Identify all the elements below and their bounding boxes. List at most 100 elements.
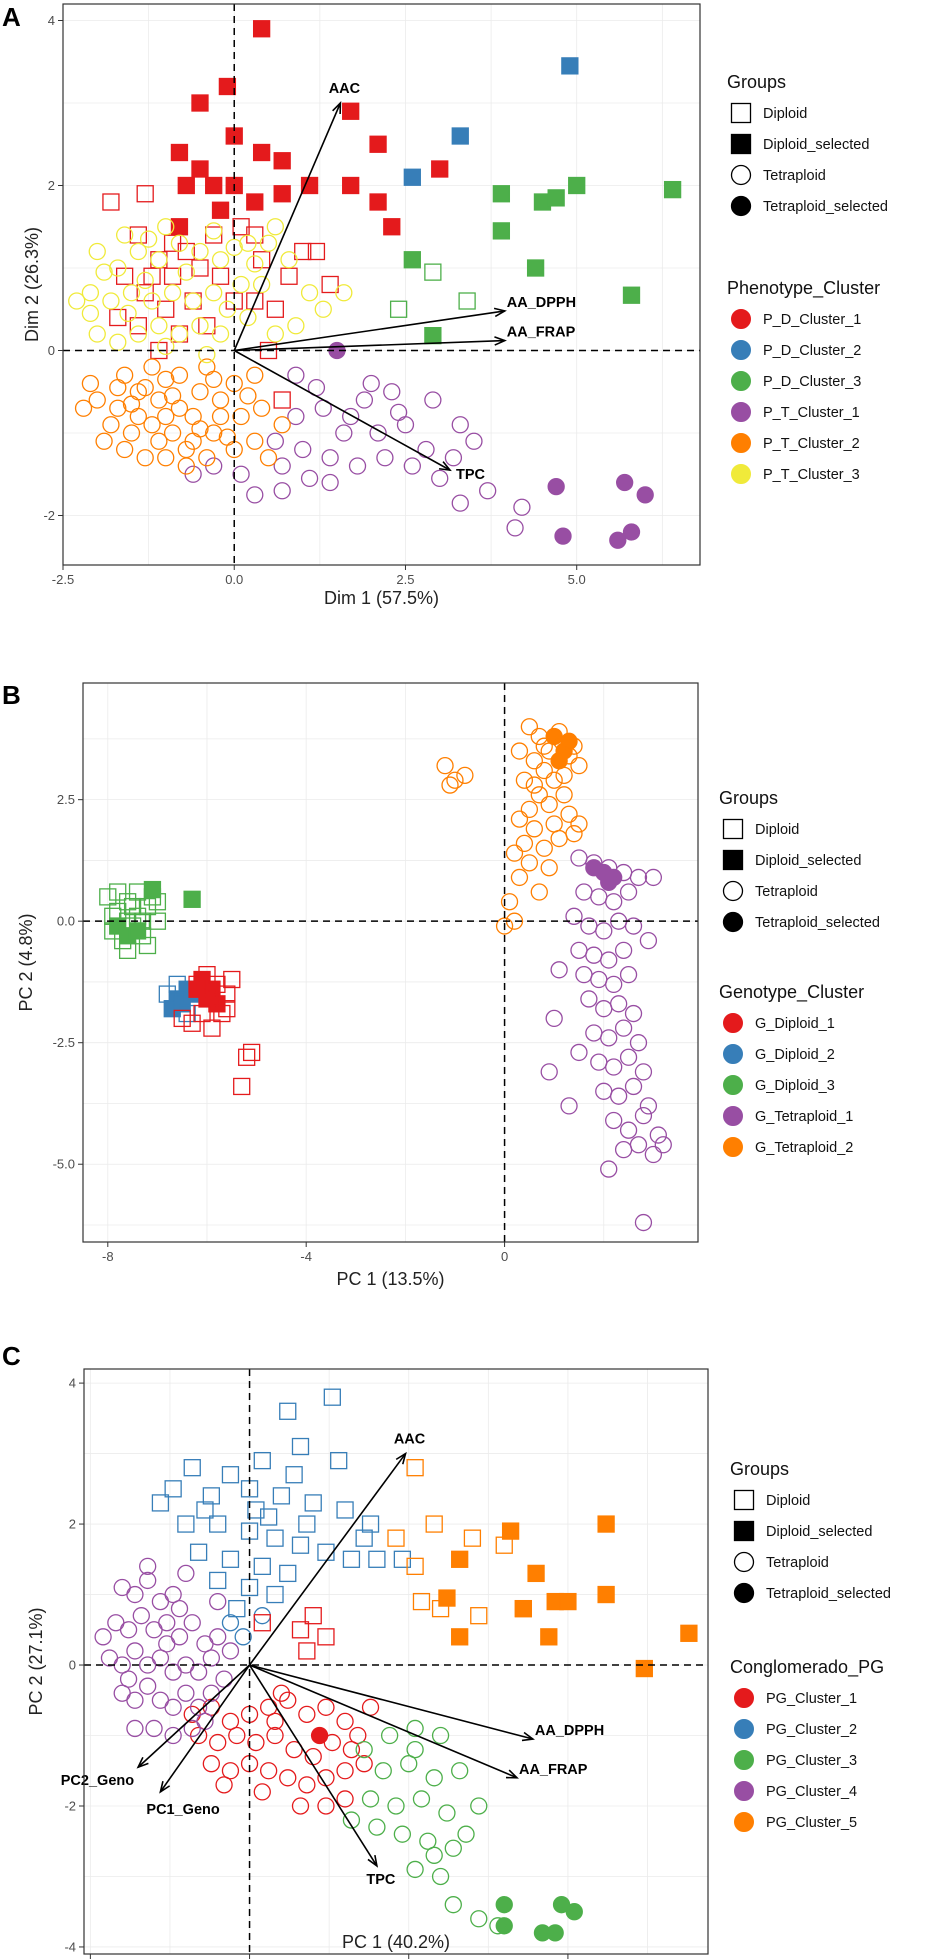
panel-c-data-point [406, 1557, 424, 1575]
panel-b-x-axis-title: PC 1 (13.5%) [336, 1269, 444, 1289]
panel-a-data-point [177, 440, 195, 459]
panel-c-data-point [221, 1712, 240, 1731]
panel-c-vector-aac-arrow [248, 1453, 407, 1666]
panel-b-data-point [158, 985, 176, 1003]
panel-a-groups-legend-title: Groups [727, 72, 786, 92]
panel-a-data-point [280, 251, 298, 269]
panel-a-data-point [609, 531, 627, 549]
panel-c-data-point [336, 1762, 354, 1780]
panel-b-data-point [600, 1160, 618, 1178]
panel-b-cluster-legend-label: G_Diploid_1 [755, 1016, 835, 1032]
panel-b-data-point [168, 975, 186, 994]
panel-c-data-point [457, 1825, 475, 1843]
panel-a-data-point [252, 143, 271, 162]
panel-a-data-point [622, 286, 641, 304]
panel-c-data-point [431, 1867, 450, 1886]
panel-a-data-point [252, 399, 271, 417]
panel-b-data-point [495, 917, 514, 935]
panel-a-data-point [451, 494, 469, 512]
panel-a-groups-legend-label: Tetraploid_selected [763, 199, 888, 215]
panel-c-data-point [196, 1501, 214, 1519]
panel-b-data-point [178, 1004, 196, 1023]
panel-c-vector-label-pc2-geno: PC2_Geno [61, 1773, 134, 1789]
panel-c-y-tick-label: -2 [64, 1798, 76, 1813]
panel-b-data-point [619, 966, 638, 984]
panel-a-data-point [225, 238, 243, 257]
panel-b-data-point [193, 1004, 211, 1023]
panel-a-data-point [239, 308, 257, 327]
panel-a-data-point [314, 300, 332, 318]
panel-b-groups-legend-key [722, 911, 744, 933]
panel-a-data-point [616, 473, 634, 492]
panel-a-data-point [547, 477, 565, 496]
panel-b-data-point [570, 1043, 588, 1062]
panel-a-cluster-legend-label: P_D_Cluster_2 [763, 343, 861, 359]
panel-c-data-point [412, 1592, 431, 1611]
panel-c-data-point [387, 1529, 405, 1547]
panel-c-data-point [177, 1515, 195, 1533]
panel-c-data-point [355, 1740, 373, 1759]
panel-c-data-point [266, 1585, 284, 1604]
panel-b-data-point [565, 825, 583, 843]
panel-c-data-point [387, 1797, 405, 1815]
panel-b-groups-legend-label: Tetraploid_selected [755, 915, 880, 931]
panel-b-data-point [218, 985, 236, 1003]
panel-a-data-point [321, 473, 339, 492]
panel-b-cluster-legend-title: Genotype_Cluster [719, 982, 864, 1003]
panel-a-vector-arrowhead [493, 307, 507, 318]
panel-c-vector-label-aac: AAC [394, 1432, 426, 1448]
panel-c-data-point [228, 1599, 246, 1618]
panel-a-y-axis-title: Dim 2 (26.3%) [22, 227, 42, 342]
panel-a-y-tick-label: 4 [48, 13, 55, 28]
panel-c-groups-legend-label: Tetraploid [766, 1555, 829, 1571]
panel-c-groups-legend-key [733, 1551, 755, 1573]
panel-c-data-point [151, 1494, 170, 1512]
panel-a-data-point [129, 317, 147, 335]
panel-a-data-point [266, 218, 284, 236]
panel-a-data-point [109, 378, 127, 397]
panel-b-data-point [595, 922, 613, 940]
panel-b-cluster-legend-key [723, 1044, 743, 1064]
panel-a-plot-border [62, 3, 701, 566]
panel-b-data-point [118, 893, 137, 911]
panel-a-vector-aac-arrow [233, 102, 342, 351]
panel-a-data-point [444, 449, 463, 467]
panel-c-data-point [119, 1621, 138, 1639]
panel-a-vector-arrowhead [438, 461, 452, 472]
panel-a-data-point [136, 378, 154, 397]
panel-a-data-point [266, 300, 284, 318]
panel-b-data-point [629, 868, 648, 887]
panel-a-data-point [205, 284, 223, 302]
panel-b-groups-legend-key [722, 849, 744, 871]
panel-c-cluster-legend-label: PG_Cluster_4 [766, 1784, 857, 1800]
panel-b-x-tick-label: -8 [102, 1249, 114, 1264]
panel-a-data-point [663, 180, 682, 199]
panel-a-data-point [424, 391, 442, 409]
panel-a-data-point [191, 383, 209, 401]
panel-a-data-point [157, 300, 175, 318]
panel-c-data-point [425, 1769, 443, 1787]
panel-a-data-point [458, 292, 476, 310]
panel-c-cluster-legend-title: Conglomerado_PG [730, 1657, 884, 1678]
panel-c-data-point [221, 1762, 240, 1780]
panel-a-data-point [95, 432, 113, 450]
panel-a-data-point [205, 176, 223, 195]
panel-a-data-point [157, 407, 175, 426]
panel-b-y-tick-label: 0.0 [57, 914, 75, 929]
panel-b-data-point [446, 771, 464, 789]
panel-c-data-point [279, 1564, 297, 1583]
panel-c-data-point [546, 1924, 564, 1942]
panel-c-data-point [221, 1642, 240, 1660]
panel-c-data-point [425, 1515, 443, 1533]
panel-a-data-point [479, 482, 497, 500]
panel-c-data-point [489, 1917, 507, 1935]
panel-b-data-point [619, 883, 638, 901]
panel-c-data-point [221, 1466, 240, 1484]
panel-a-chart: AAC AA_DPPH AA_FRAP TPC -2.5 0.0 2.5 5.0 -2 0 2 4 Di… [22, 3, 888, 608]
panel-c-vector-arrowhead [367, 1854, 379, 1868]
panel-c-data-point [342, 1740, 361, 1759]
panel-a-vector-label-aa-dpph: AA_DPPH [507, 295, 576, 311]
panel-c-data-point [501, 1522, 520, 1540]
panel-c-data-point [419, 1832, 437, 1850]
panel-b-data-point [570, 756, 588, 775]
